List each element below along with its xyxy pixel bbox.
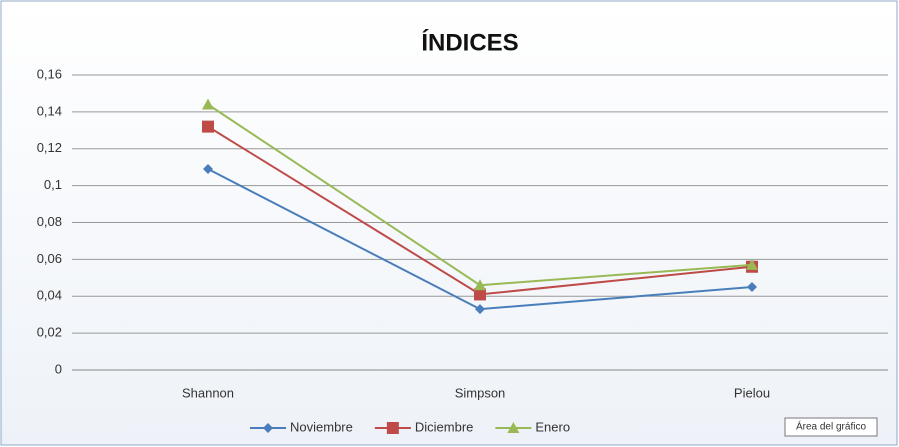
y-tick-label: 0,02 <box>37 325 62 340</box>
x-tick-label: Simpson <box>455 385 506 400</box>
y-tick-label: 0,14 <box>37 103 62 118</box>
legend-marker <box>507 422 520 433</box>
y-tick-label: 0,1 <box>44 177 62 192</box>
y-tick-label: 0,06 <box>37 251 62 266</box>
point <box>203 164 213 175</box>
point <box>202 120 214 133</box>
x-tick-label: Pielou <box>734 385 770 400</box>
y-tick-label: 0,08 <box>37 214 62 229</box>
point <box>474 279 486 291</box>
point <box>474 288 486 301</box>
y-tick-label: 0 <box>55 361 62 376</box>
chart-title: ÍNDICES <box>421 28 518 56</box>
tooltip: Área del gráfico <box>796 420 866 433</box>
point <box>202 98 214 110</box>
y-tick-label: 0,16 <box>37 66 62 81</box>
legend-marker <box>386 422 399 434</box>
point <box>746 258 758 270</box>
y-tick-label: 0,04 <box>37 288 62 303</box>
y-tick-label: 0,12 <box>37 140 62 155</box>
point <box>747 282 757 293</box>
point <box>475 304 485 315</box>
legend-label: Diciembre <box>415 419 474 434</box>
tooltip-box <box>784 417 878 437</box>
x-tick-label: Shannon <box>182 385 234 400</box>
legend-label: Noviembre <box>290 419 353 434</box>
legend-marker <box>263 423 273 433</box>
legend-label: Enero <box>535 419 570 434</box>
